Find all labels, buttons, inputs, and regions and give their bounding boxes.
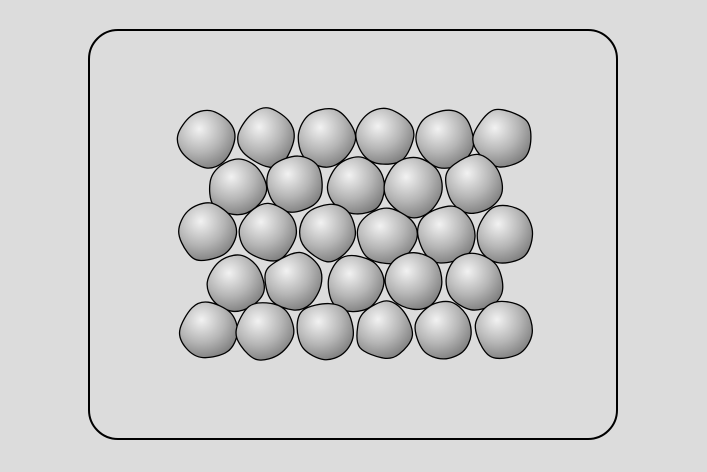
particle bbox=[384, 252, 443, 311]
particle bbox=[176, 109, 236, 169]
particle bbox=[476, 204, 534, 264]
particle bbox=[445, 153, 504, 215]
particle bbox=[178, 202, 238, 262]
particle bbox=[299, 203, 357, 263]
particle bbox=[355, 107, 415, 165]
particle bbox=[474, 300, 533, 360]
particle bbox=[445, 252, 504, 311]
container-frame bbox=[88, 29, 618, 440]
particle bbox=[327, 254, 385, 313]
particle bbox=[472, 108, 532, 168]
particle bbox=[414, 300, 472, 360]
particle bbox=[383, 156, 443, 219]
particle bbox=[266, 155, 323, 213]
particle bbox=[178, 301, 239, 359]
particle bbox=[326, 156, 386, 215]
particle bbox=[297, 108, 357, 168]
particle bbox=[235, 302, 295, 361]
particle bbox=[264, 251, 323, 311]
particle bbox=[296, 302, 355, 361]
particle bbox=[356, 300, 414, 360]
